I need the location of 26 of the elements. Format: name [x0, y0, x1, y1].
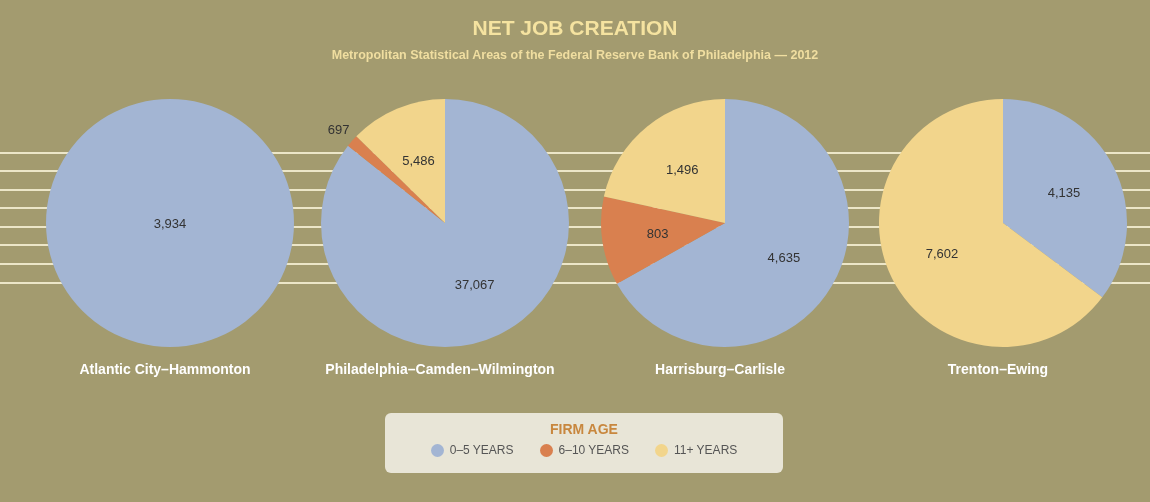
text: Philadelphia–Camden–Wilmington	[324, 361, 556, 377]
data-label: 37,067	[454, 276, 495, 292]
text: NET JOB CREATION	[471, 16, 679, 40]
data-label: 1,496	[665, 162, 699, 178]
data-label: 7,602	[925, 246, 959, 262]
text: Metropolitan Statistical Areas of the Federal Reserve Bank of Philadelphia — 2012	[330, 48, 820, 62]
data-label: 803	[646, 225, 669, 241]
pie-slice	[603, 99, 725, 223]
legend-label: 11+ YEARS	[674, 443, 738, 457]
data-label: 5,486	[402, 152, 435, 168]
legend-label: 6–10 YEARS	[558, 443, 630, 457]
legend-title: FIRM AGE	[549, 421, 619, 437]
text: Harrisburg–Carlisle	[654, 361, 786, 377]
pie-slice	[321, 99, 569, 347]
pie-slice	[616, 99, 849, 347]
data-label: 3,934	[153, 215, 187, 231]
text: Atlantic City–Hammonton	[78, 361, 252, 377]
pie-slice	[356, 99, 445, 223]
pie-slice	[879, 99, 1103, 347]
data-label: 4,635	[767, 249, 801, 265]
data-label: 4,135	[1047, 184, 1081, 200]
data-label: 697	[327, 121, 350, 137]
legend-label: 0–5 YEARS	[449, 443, 514, 457]
pie-slice	[1003, 99, 1127, 298]
text: Trenton–Ewing	[946, 361, 1050, 377]
pie-slice	[601, 196, 725, 284]
